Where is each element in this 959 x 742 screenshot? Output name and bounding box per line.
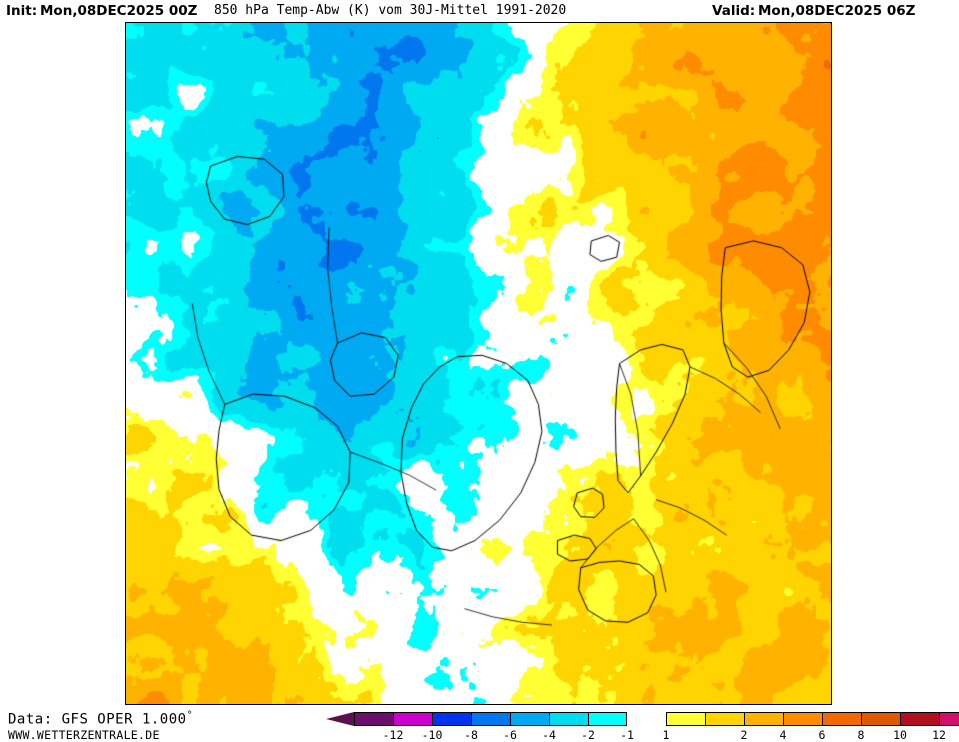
- legend-swatch-cold-0: [354, 712, 393, 726]
- legend-swatch-warm-1: [705, 712, 744, 726]
- legend-low-overflow-arrow: [326, 712, 354, 726]
- degree-symbol: °: [186, 710, 194, 721]
- init-timestamp: Mon,08DEC2025 00Z: [40, 3, 198, 19]
- legend-tick-minus8: -8: [464, 728, 478, 742]
- color-legend-bar: [326, 711, 959, 727]
- legend-swatch-cold-2: [432, 712, 471, 726]
- legend-tick-minus4: -4: [542, 728, 556, 742]
- field-description: 850 hPa Temp-Abw (K) vom 30J-Mittel 1991…: [214, 3, 567, 18]
- legend-swatch-cold-1: [393, 712, 432, 726]
- title-bar: Init: Mon,08DEC2025 00Z 850 hPa Temp-Abw…: [0, 0, 959, 22]
- legend-swatch-warm-4: [822, 712, 861, 726]
- legend-tick-minus1: -1: [620, 728, 634, 742]
- map-panel[interactable]: [125, 22, 832, 705]
- legend-swatch-warm-5: [861, 712, 900, 726]
- legend-tick-minus10: -10: [421, 728, 443, 742]
- legend-swatch-cold-6: [588, 712, 627, 726]
- footer-bar: Data: GFS OPER 1.000° WWW.WETTERZENTRALE…: [0, 705, 959, 742]
- legend-tick-4: 4: [779, 728, 787, 742]
- valid-timestamp: Mon,08DEC2025 06Z: [758, 3, 916, 19]
- legend-swatch-cold-4: [510, 712, 549, 726]
- color-legend: -12 -10 -8 -6 -4 -2 -1 1 2 4 6 8 10 12: [326, 711, 959, 742]
- legend-swatch-warm-6: [900, 712, 939, 726]
- data-source-line: Data: GFS OPER 1.000°: [8, 710, 193, 728]
- init-label: Init:: [6, 3, 38, 19]
- valid-label: Valid:: [712, 3, 756, 19]
- data-source-value: GFS OPER 1.000: [61, 711, 187, 728]
- legend-swatch-warm-3: [783, 712, 822, 726]
- temperature-anomaly-map[interactable]: [126, 23, 831, 704]
- legend-swatch-cold-3: [471, 712, 510, 726]
- legend-tick-minus12: -12: [382, 728, 404, 742]
- legend-swatch-cold-5: [549, 712, 588, 726]
- legend-tick-12: 12: [932, 728, 946, 742]
- legend-tick-minus6: -6: [503, 728, 517, 742]
- legend-tick-8: 8: [857, 728, 865, 742]
- data-source-label: Data:: [8, 711, 53, 728]
- legend-tick-1: 1: [662, 728, 670, 742]
- legend-tick-6: 6: [818, 728, 826, 742]
- legend-tick-minus2: -2: [581, 728, 595, 742]
- legend-swatch-warm-2: [744, 712, 783, 726]
- website-label: WWW.WETTERZENTRALE.DE: [8, 728, 160, 742]
- legend-tick-2: 2: [740, 728, 748, 742]
- legend-tick-10: 10: [893, 728, 907, 742]
- legend-swatch-warm-0: [666, 712, 705, 726]
- legend-swatch-warm-7: [939, 712, 959, 726]
